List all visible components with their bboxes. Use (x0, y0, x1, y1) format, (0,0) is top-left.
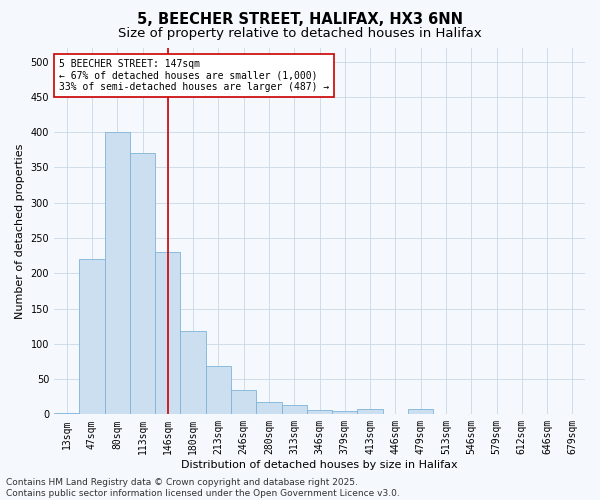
Text: Contains HM Land Registry data © Crown copyright and database right 2025.
Contai: Contains HM Land Registry data © Crown c… (6, 478, 400, 498)
Bar (408, 410, 433, 414)
Text: 5, BEECHER STREET, HALIFAX, HX3 6NN: 5, BEECHER STREET, HALIFAX, HX3 6NN (137, 12, 463, 28)
Bar (130, 154, 155, 414)
Bar (281, 405, 307, 414)
X-axis label: Distribution of detached houses by size in Halifax: Distribution of detached houses by size … (181, 460, 458, 470)
Bar (206, 366, 231, 414)
Bar (358, 410, 383, 414)
Bar (231, 390, 256, 414)
Bar (155, 252, 181, 414)
Bar (307, 410, 332, 414)
Bar (256, 402, 281, 414)
Y-axis label: Number of detached properties: Number of detached properties (15, 143, 25, 318)
Text: 5 BEECHER STREET: 147sqm
← 67% of detached houses are smaller (1,000)
33% of sem: 5 BEECHER STREET: 147sqm ← 67% of detach… (59, 58, 329, 92)
Bar (104, 132, 130, 414)
Bar (54, 413, 79, 414)
Text: Size of property relative to detached houses in Halifax: Size of property relative to detached ho… (118, 28, 482, 40)
Bar (181, 331, 206, 414)
Bar (332, 411, 358, 414)
Bar (79, 259, 104, 414)
